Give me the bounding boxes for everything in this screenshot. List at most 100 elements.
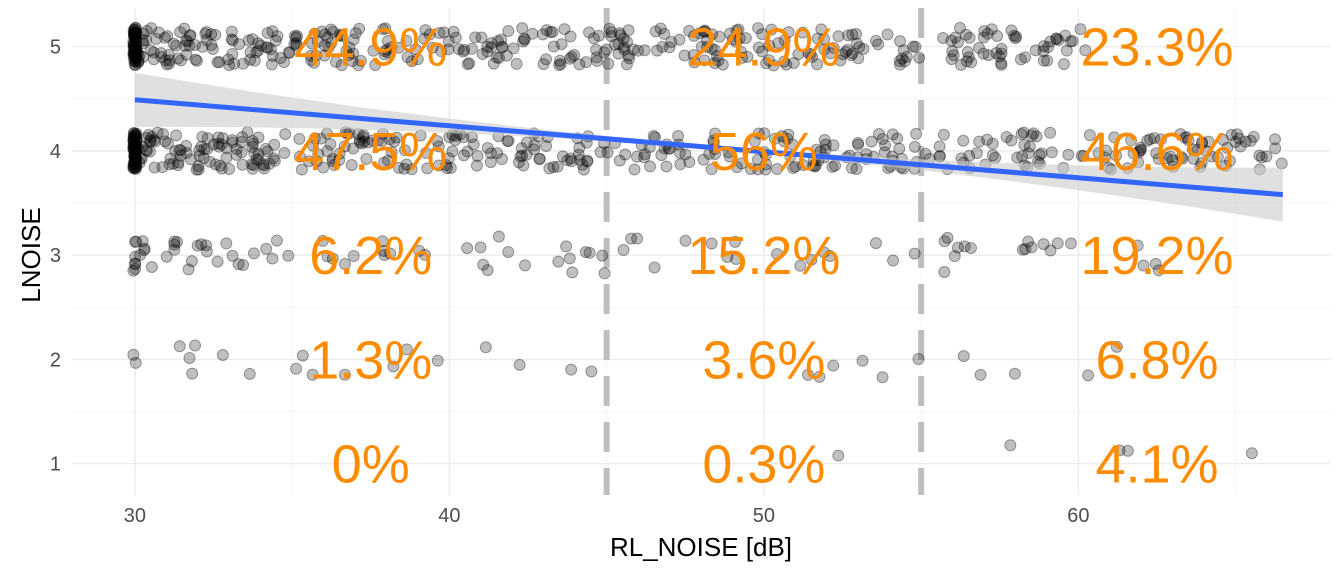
data-point [660,160,673,173]
data-point [732,23,745,36]
data-point [327,25,340,38]
data-point [1016,150,1029,163]
data-point [1131,239,1144,252]
data-point [818,134,831,147]
data-point [656,40,669,53]
data-point [470,159,483,172]
data-point [513,358,526,371]
data-point [1019,243,1032,256]
data-point [147,133,160,146]
data-point [1234,140,1247,153]
data-point [159,54,172,67]
data-point [789,160,802,173]
data-point [463,57,476,70]
data-point [495,33,508,46]
data-point [688,56,701,69]
percentage-label: 23.3% [1080,18,1233,78]
x-tick-label: 30 [124,505,146,527]
data-point [674,158,687,171]
data-point [872,127,885,140]
data-point [1160,152,1173,165]
data-point [1022,235,1035,248]
data-point [957,134,970,147]
data-point [819,138,832,151]
data-point [782,26,795,39]
data-point [366,134,379,147]
data-point [128,150,141,163]
data-point [346,54,359,67]
data-point [1187,152,1200,165]
data-point [518,33,531,46]
data-point [592,29,605,42]
data-point [631,232,644,245]
data-point [638,44,651,57]
data-point [134,151,147,164]
data-point [140,131,153,144]
data-point [355,137,368,150]
data-point [266,252,279,265]
data-point [752,22,765,35]
data-point [937,128,950,141]
data-point [130,151,143,164]
data-point [242,34,255,47]
data-point [216,132,229,145]
data-point [129,59,142,72]
data-point [290,39,303,52]
data-point [290,362,303,375]
data-point [794,259,807,272]
data-point [1191,143,1204,156]
data-point [127,29,140,42]
data-point [197,152,210,165]
data-point [1231,128,1244,141]
data-point [780,58,793,71]
data-point [171,235,184,248]
data-point [134,249,147,262]
data-point [698,25,711,38]
data-point [872,38,885,51]
data-point [352,59,365,72]
data-point [252,147,265,160]
data-point [308,132,321,145]
data-point [730,161,743,174]
percentage-label: 0.3% [702,435,825,495]
data-point [426,41,439,54]
data-point [665,35,678,48]
data-point [477,258,490,271]
data-point [993,50,1006,63]
data-point [261,27,274,40]
data-point [129,34,142,47]
data-point [638,151,651,164]
data-point [1108,131,1121,144]
data-point [1037,238,1050,251]
data-point [128,23,141,36]
data-point [1110,149,1123,162]
data-point [547,40,560,53]
data-point [752,41,765,54]
data-point [1005,24,1018,37]
data-point [129,27,142,40]
data-point [683,156,696,169]
data-point [970,147,983,160]
data-point [1182,134,1195,147]
data-point [985,23,998,36]
data-point [1014,53,1027,66]
data-point [908,247,921,260]
data-point [236,158,249,171]
data-point [580,56,593,69]
data-point [801,368,814,381]
data-point [145,22,158,35]
data-point [163,54,176,67]
data-point [140,144,153,157]
data-point [129,41,142,54]
data-point [565,155,578,168]
data-point [1035,147,1048,160]
data-point [172,156,185,169]
data-point [991,29,1004,42]
data-point [1255,151,1268,164]
data-point [1045,146,1058,159]
data-point [175,54,188,67]
data-point [128,44,141,57]
data-point [778,55,791,68]
data-point [695,40,708,53]
data-point [1113,444,1126,457]
